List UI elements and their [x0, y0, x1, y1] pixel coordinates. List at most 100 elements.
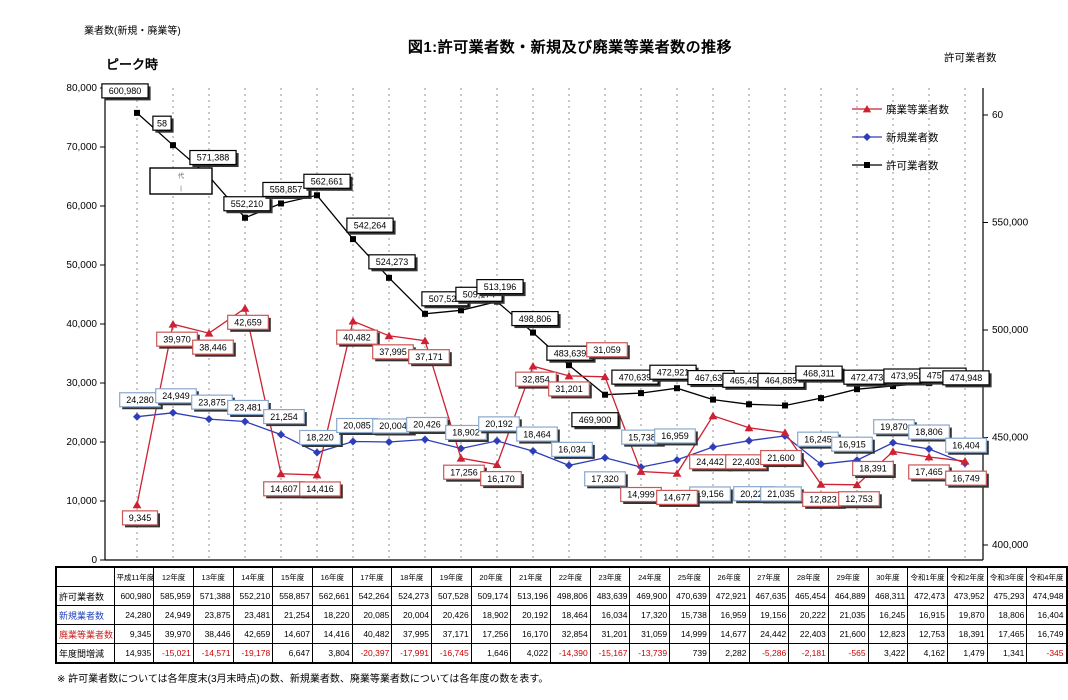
- data-point-label: 16,170: [487, 474, 515, 484]
- triangle-marker: [960, 456, 970, 465]
- label-box: [584, 471, 626, 487]
- data-point-label: 18,902: [452, 428, 480, 438]
- diamond-marker: [565, 461, 573, 470]
- table-cell: 17,256: [470, 624, 512, 644]
- triangle-marker: [492, 460, 502, 468]
- table-year-header: 17年度: [351, 566, 393, 587]
- table-cell: -5,286: [748, 643, 790, 664]
- label-box: [852, 460, 894, 477]
- table-cell: 468,311: [867, 586, 909, 606]
- legend: 廃業等業者数 新規業者数 許可業者数: [852, 100, 949, 184]
- triangle-marker: [168, 319, 178, 328]
- data-point-label: 18,464: [523, 429, 551, 439]
- data-point-label: 20,004: [379, 421, 407, 431]
- label-box: [299, 481, 341, 497]
- data-point-label: 16,959: [661, 431, 689, 441]
- triangle-marker: [636, 467, 646, 475]
- triangle-marker: [888, 447, 898, 455]
- table-cell: 558,857: [272, 586, 313, 606]
- labels-許可業者数: 600,980 58 571,388 552,210 558,857 562,661 542…: [101, 83, 992, 430]
- square-marker: [674, 385, 680, 392]
- table-year-header: 27年度: [748, 566, 790, 587]
- diamond-marker: [277, 430, 285, 439]
- table-cell: 6,647: [272, 643, 313, 664]
- data-point-label: 17,320: [591, 474, 619, 484]
- triangle-marker: [348, 316, 358, 325]
- table-cell: 40,482: [351, 624, 393, 644]
- table-cell: 509,174: [470, 586, 512, 606]
- data-point-label: 14,999: [627, 490, 655, 500]
- table-cell: 562,661: [311, 586, 353, 606]
- data-point-label: 468,311: [803, 368, 835, 378]
- square-marker: [638, 390, 644, 397]
- left-tick-label: 40,000: [66, 319, 97, 330]
- label-box: [478, 416, 520, 432]
- data-point-label: 20,222: [740, 489, 768, 499]
- table-cell: 469,900: [629, 586, 671, 606]
- triangle-marker: [204, 328, 214, 337]
- triangle-marker: [384, 331, 394, 340]
- table-year-header: 12年度: [153, 566, 194, 587]
- table-cell: 20,004: [391, 605, 432, 625]
- triangle-marker: [312, 470, 322, 479]
- label-box: [406, 416, 448, 433]
- data-point-label: 483,639: [554, 348, 587, 358]
- label-box: [945, 470, 987, 486]
- table-cell: 18,464: [550, 605, 591, 625]
- square-marker: [242, 214, 248, 221]
- label-box: [476, 279, 524, 295]
- table-cell: 16,404: [1026, 605, 1067, 625]
- table-year-header: 19年度: [431, 566, 472, 587]
- table-cell: 475,293: [986, 586, 1028, 606]
- table-cell: 552,210: [232, 586, 274, 606]
- table-cell: 739: [669, 643, 710, 664]
- table-cell: 24,949: [153, 605, 194, 625]
- triangle-marker: [672, 469, 682, 477]
- data-point-label: 464,889: [765, 376, 798, 386]
- table-cell: 19,156: [748, 605, 790, 625]
- triangle-marker: [780, 428, 790, 436]
- table-row-label: 年度間増減: [55, 643, 115, 664]
- table-cell: 37,171: [431, 624, 472, 644]
- diamond-marker: [889, 438, 897, 447]
- diamond-marker: [169, 408, 177, 417]
- data-point-label: 42,659: [234, 318, 262, 328]
- data-point-label: 19,870: [880, 422, 908, 432]
- table-year-header: 令和4年度: [1026, 566, 1067, 587]
- table-year-header: 25年度: [669, 566, 710, 587]
- data-point-label: 19,156: [696, 489, 724, 499]
- table-cell: 42,659: [232, 624, 274, 644]
- table-year-header: 令和2年度: [946, 566, 988, 587]
- label-box: [571, 412, 619, 428]
- table-cell: -19,178: [232, 643, 274, 664]
- left-tick-label: 10,000: [66, 496, 97, 507]
- table-cell: 32,854: [550, 624, 591, 644]
- table-cell: 37,995: [391, 624, 432, 644]
- square-marker: [782, 402, 788, 409]
- label-box: [368, 254, 416, 270]
- table-year-header: 令和3年度: [986, 566, 1028, 587]
- label-box: [516, 426, 558, 442]
- data-point-label: 562,661: [311, 176, 344, 186]
- series-line: [136, 307, 966, 506]
- data-point-label: 24,280: [126, 395, 154, 405]
- data-point-label: 465,454: [730, 375, 763, 385]
- table-cell: 22,403: [788, 624, 829, 644]
- data-point-label: 17,256: [450, 467, 478, 477]
- table-cell: 1,479: [946, 643, 988, 664]
- diamond-marker: [241, 417, 249, 426]
- data-point-label: 469,900: [579, 415, 612, 425]
- legend-label: 許可業者数: [886, 159, 939, 172]
- square-marker: [890, 383, 896, 390]
- data-point-label: 571,388: [197, 153, 230, 163]
- table-cell: -15,021: [153, 643, 194, 664]
- legend-item-新規業者数: 新規業者数: [852, 128, 949, 146]
- data-point-label: 600,980: [109, 86, 142, 96]
- right-axis-title: 許可業者数: [944, 52, 997, 64]
- data-point-label: 32,854: [522, 374, 550, 384]
- table-cell: 465,454: [788, 586, 829, 606]
- data-point-label: 473,952: [891, 371, 924, 381]
- data-point-label: 22,403: [732, 457, 760, 467]
- table-cell: -20,397: [351, 643, 393, 664]
